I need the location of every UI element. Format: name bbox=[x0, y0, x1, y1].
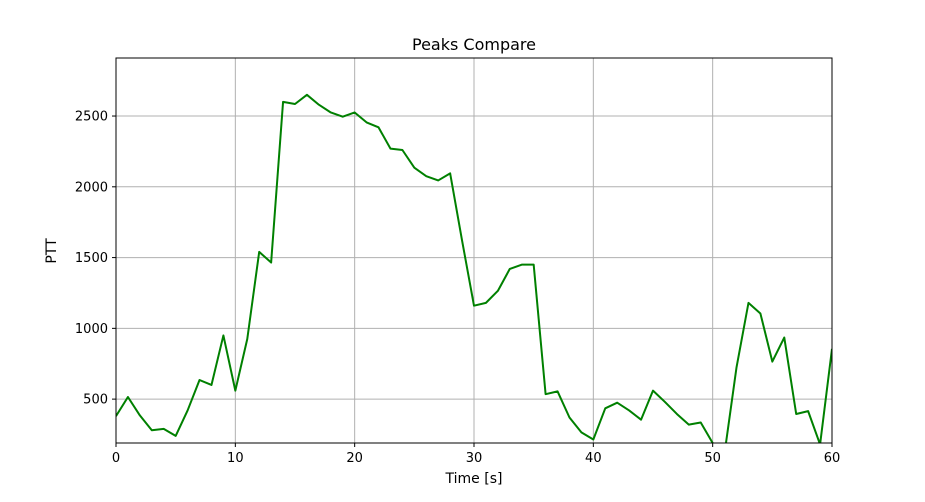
x-tick-label: 60 bbox=[824, 451, 841, 466]
grid-lines bbox=[115, 58, 833, 443]
series-line bbox=[116, 93, 832, 443]
y-tick-label: 2000 bbox=[75, 180, 108, 195]
x-tick-label: 40 bbox=[585, 451, 602, 466]
y-axis: 500 1000 1500 2000 2500 bbox=[75, 110, 116, 408]
x-axis: 0 10 20 30 40 50 60 bbox=[112, 443, 840, 466]
y-axis-label: PTT bbox=[44, 238, 60, 264]
series-group bbox=[116, 93, 832, 443]
x-tick-label: 0 bbox=[112, 451, 120, 466]
x-tick-label: 50 bbox=[704, 451, 721, 466]
x-tick-label: 30 bbox=[466, 451, 483, 466]
x-tick-label: 10 bbox=[227, 451, 244, 466]
y-tick-label: 1000 bbox=[75, 322, 108, 337]
y-tick-label: 500 bbox=[83, 393, 108, 408]
y-tick-label: 2500 bbox=[75, 110, 108, 125]
y-tick-label: 1500 bbox=[75, 251, 108, 266]
x-tick-label: 20 bbox=[346, 451, 363, 466]
chart-title: Peaks Compare bbox=[412, 35, 536, 54]
x-axis-label: Time [s] bbox=[445, 471, 503, 487]
